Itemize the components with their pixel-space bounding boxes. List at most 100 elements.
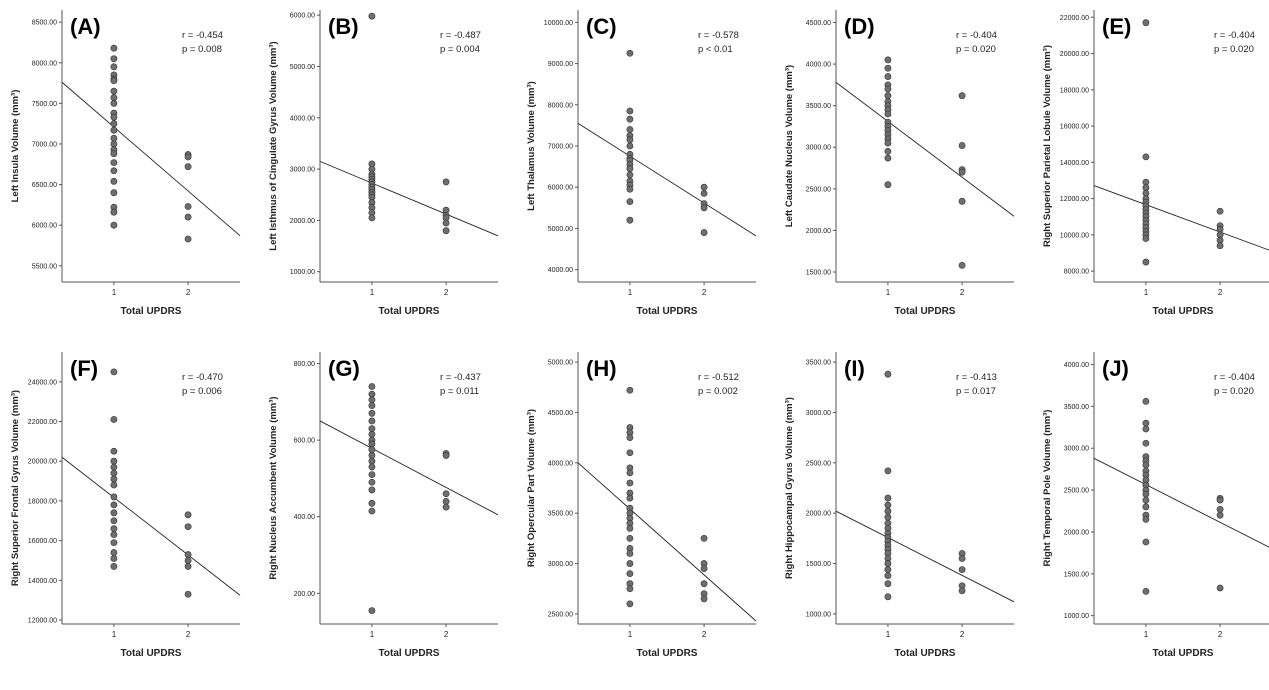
data-point: [1142, 258, 1150, 266]
data-point: [368, 396, 376, 404]
scatter-panel: 1500.00 2000.00 2500.00 3000.00 3500.00 4000.…: [784, 10, 1015, 317]
y-tick-label: 200.00: [294, 591, 316, 598]
x-axis-label: Total UPDRS: [637, 306, 698, 317]
y-tick-label: 14000.00: [28, 578, 57, 585]
y-tick-label: 24000.00: [28, 379, 57, 386]
y-tick-label: 1500.00: [806, 561, 831, 568]
panel-letter: (I): [844, 356, 865, 381]
data-point: [442, 227, 450, 235]
data-point: [110, 87, 118, 95]
x-tick-label: 2: [702, 630, 707, 639]
x-tick-label: 1: [886, 288, 891, 297]
data-point: [1216, 207, 1224, 215]
data-point: [1216, 496, 1224, 504]
regression-line: [319, 160, 499, 237]
data-point: [368, 214, 376, 222]
scatter-panel: 1000.00 2000.00 3000.00 4000.00 5000.00 6000.…: [268, 10, 499, 317]
data-point: [110, 517, 118, 525]
data-point: [700, 565, 708, 572]
data-point: [1216, 242, 1224, 250]
data-point: [884, 566, 892, 573]
data-point: [110, 167, 118, 175]
data-point: [626, 49, 634, 57]
y-tick-label: 3500.00: [548, 511, 573, 518]
x-tick-label: 1: [628, 630, 633, 639]
y-tick-label: 5000.00: [548, 360, 573, 367]
panel-letter: (D): [844, 14, 875, 39]
y-tick-label: 14000.00: [1060, 160, 1089, 167]
data-point: [626, 216, 634, 224]
data-point: [110, 531, 118, 539]
y-tick-label: 12000.00: [1060, 196, 1089, 203]
data-point: [368, 507, 376, 515]
y-tick-label: 8000.00: [1064, 269, 1089, 276]
data-point: [110, 493, 118, 501]
x-tick-label: 2: [444, 630, 449, 639]
y-tick-label: 2500.00: [548, 611, 573, 618]
data-point: [110, 126, 118, 134]
data-point: [700, 534, 708, 542]
r-statistic: r = -0.578: [698, 30, 739, 41]
data-point: [884, 501, 892, 509]
data-point: [626, 171, 634, 179]
y-tick-label: 3500.00: [806, 360, 831, 367]
data-point: [368, 383, 376, 390]
panel-letter: (C): [586, 14, 617, 39]
data-point: [110, 55, 118, 63]
data-point: [884, 580, 892, 588]
regression-line: [61, 81, 241, 237]
data-point: [626, 494, 634, 502]
panel-letter: (G): [328, 356, 360, 381]
data-point: [184, 163, 192, 171]
data-point: [110, 63, 118, 71]
r-statistic: r = -0.413: [956, 372, 997, 383]
data-point: [884, 572, 892, 580]
data-point: [884, 85, 892, 93]
data-point: [1142, 538, 1150, 546]
data-point: [884, 593, 892, 601]
data-point: [1216, 505, 1224, 513]
y-tick-label: 2500.00: [806, 460, 831, 467]
y-axis-label: Right Temporal Pole Volume (mm³): [1042, 410, 1053, 567]
data-point: [884, 154, 892, 162]
data-point: [110, 463, 118, 471]
y-axis-label: Right Opercular Part Volume (mm³): [526, 409, 537, 567]
r-statistic: r = -0.404: [956, 30, 997, 41]
data-point: [110, 189, 118, 197]
y-tick-label: 4000.00: [806, 62, 831, 69]
panel-letter: (J): [1102, 356, 1129, 381]
regression-line: [835, 82, 1015, 217]
scatter-panel: 1000.00 1500.00 2000.00 2500.00 3000.00 3500.…: [784, 352, 1015, 659]
scatter-panel: 2500.00 3000.00 3500.00 4000.00 4500.00 5000.…: [526, 352, 757, 659]
scatter-panel: 4000.00 5000.00 6000.00 7000.00 8000.00 9000.…: [526, 10, 757, 317]
data-point: [884, 507, 892, 515]
data-point: [626, 600, 634, 608]
x-axis-label: Total UPDRS: [121, 306, 182, 317]
data-point: [184, 563, 192, 570]
data-point: [184, 557, 192, 564]
data-point: [184, 551, 192, 558]
data-point: [1142, 461, 1150, 469]
x-axis-label: Total UPDRS: [637, 648, 698, 659]
data-point: [700, 580, 708, 588]
y-tick-label: 1500.00: [806, 270, 831, 277]
y-tick-label: 5000.00: [290, 64, 315, 71]
data-point: [884, 73, 892, 80]
data-point: [368, 440, 376, 448]
y-tick-label: 16000.00: [28, 538, 57, 545]
data-point: [1142, 439, 1150, 447]
data-point: [110, 447, 118, 455]
data-point: [626, 434, 634, 442]
data-point: [110, 77, 118, 85]
scatter-panel: 8000.00 10000.00 12000.00 14000.00 16000.00 1…: [1042, 10, 1269, 317]
y-axis-label: Right Nucleus Accumbent Volume (mm³): [268, 396, 279, 579]
data-point: [1142, 153, 1150, 161]
y-tick-label: 4000.00: [290, 115, 315, 122]
y-tick-label: 4500.00: [806, 20, 831, 27]
scatter-panel: 200.00 400.00 600.00 800.00 1 2 Total UPDRS Rig…: [268, 352, 499, 659]
y-axis-label: Left Thalamus Volume (mm³): [526, 81, 537, 211]
x-tick-label: 1: [1144, 288, 1149, 297]
regression-line: [577, 122, 757, 237]
data-point: [442, 452, 450, 459]
